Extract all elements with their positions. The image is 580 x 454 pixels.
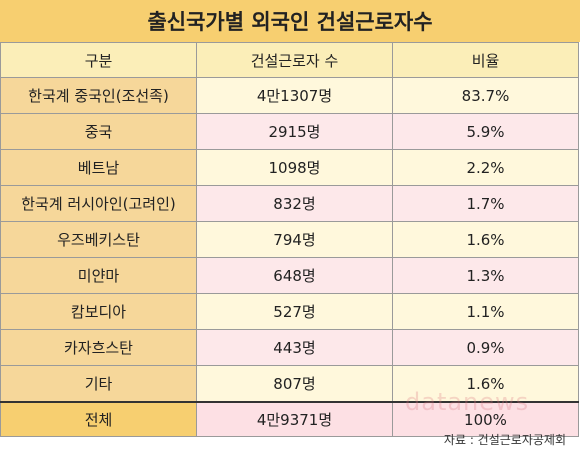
table-row: 카자흐스탄 443명 0.9% <box>0 329 579 366</box>
row-category: 미얀마 <box>0 257 197 294</box>
row-count: 443명 <box>196 329 393 366</box>
row-count: 4만1307명 <box>196 77 393 114</box>
data-table: 구분 건설근로자 수 비율 한국계 중국인(조선족) 4만1307명 83.7%… <box>0 42 579 437</box>
row-category: 카자흐스탄 <box>0 329 197 366</box>
row-ratio: 1.3% <box>392 257 579 294</box>
row-ratio: 5.9% <box>392 113 579 150</box>
row-count: 794명 <box>196 221 393 258</box>
row-category: 한국계 러시아인(고려인) <box>0 185 197 222</box>
table-row: 베트남 1098명 2.2% <box>0 149 579 186</box>
row-count: 2915명 <box>196 113 393 150</box>
table-row: 캄보디아 527명 1.1% <box>0 293 579 330</box>
row-category: 베트남 <box>0 149 197 186</box>
total-ratio: 100% <box>392 401 579 437</box>
row-ratio: 1.7% <box>392 185 579 222</box>
total-count: 4만9371명 <box>196 401 393 437</box>
table-title: 출신국가별 외국인 건설근로자수 <box>0 0 580 42</box>
row-category: 한국계 중국인(조선족) <box>0 77 197 114</box>
row-count: 832명 <box>196 185 393 222</box>
total-row: 전체 4만9371명 100% <box>0 401 579 437</box>
table-row: 중국 2915명 5.9% <box>0 113 579 150</box>
header-category: 구분 <box>0 42 197 78</box>
row-count: 1098명 <box>196 149 393 186</box>
table-row: 기타 807명 1.6% <box>0 365 579 403</box>
row-category: 중국 <box>0 113 197 150</box>
table-row: 미얀마 648명 1.3% <box>0 257 579 294</box>
row-ratio: 0.9% <box>392 329 579 366</box>
row-ratio: 1.6% <box>392 221 579 258</box>
header-ratio: 비율 <box>392 42 579 78</box>
row-count: 527명 <box>196 293 393 330</box>
row-category: 기타 <box>0 365 197 403</box>
table-row: 우즈베키스탄 794명 1.6% <box>0 221 579 258</box>
row-ratio: 83.7% <box>392 77 579 114</box>
table-row: 한국계 러시아인(고려인) 832명 1.7% <box>0 185 579 222</box>
total-category: 전체 <box>0 401 197 437</box>
row-count: 807명 <box>196 365 393 403</box>
row-ratio: 1.1% <box>392 293 579 330</box>
table-row: 한국계 중국인(조선족) 4만1307명 83.7% <box>0 77 579 114</box>
header-count: 건설근로자 수 <box>196 42 393 78</box>
watermark-logo: datanews <box>405 388 530 416</box>
header-row: 구분 건설근로자 수 비율 <box>0 42 579 78</box>
row-ratio: 2.2% <box>392 149 579 186</box>
row-count: 648명 <box>196 257 393 294</box>
source-note: 자료 : 건설근로자공제회 <box>443 433 566 447</box>
row-category: 캄보디아 <box>0 293 197 330</box>
row-category: 우즈베키스탄 <box>0 221 197 258</box>
